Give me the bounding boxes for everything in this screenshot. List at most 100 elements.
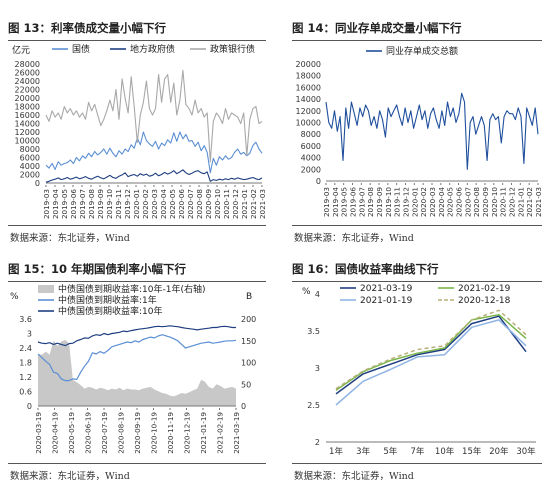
x-tick-label: 2021-03-19 xyxy=(232,412,241,454)
y-tick-label: 2 xyxy=(315,438,320,447)
x-tick-label: 5年 xyxy=(383,446,397,457)
x-tick-label: 2019-09 xyxy=(375,187,384,217)
series-line-2021-03-19 xyxy=(335,315,527,395)
x-tick-label: 2019-11 xyxy=(393,187,402,217)
y-tick-label: 2000 xyxy=(20,171,40,180)
x-tick-label: 2019-09 xyxy=(96,189,105,219)
x-tick-label: 2021-02 xyxy=(525,187,534,217)
y-tick-label: 10000 xyxy=(15,137,40,146)
x-tick-label: 2020-11-19 xyxy=(166,412,175,454)
x-tick-label: 2019-07 xyxy=(78,189,87,219)
figure-title: 图 16：国债收益率曲线下行 xyxy=(292,262,439,276)
x-tick-label: 2019-03 xyxy=(322,187,331,217)
series-line-2020-12-18 xyxy=(335,309,527,390)
x-tick-label: 2019-06 xyxy=(349,187,358,217)
figure-title: 图 13：利率债成交量小幅下行 xyxy=(8,21,167,35)
legend-spread-swatch xyxy=(38,285,54,293)
x-tick-label: 20年 xyxy=(489,446,509,457)
y-tick-label: 12000 xyxy=(296,107,321,116)
title-rule xyxy=(8,281,266,282)
x-tick-label: 7年 xyxy=(410,446,424,457)
x-tick-label: 2020-11 xyxy=(222,189,231,219)
x-tick-label: 2020-06-19 xyxy=(84,412,93,454)
x-tick-label: 2020-06 xyxy=(455,187,464,217)
x-tick-label: 2019-04 xyxy=(331,187,340,217)
legend-zhengce-label: 政策银行债 xyxy=(210,43,255,55)
x-tick-label: 2019-10 xyxy=(384,187,393,217)
y-tick-label: 3 xyxy=(27,330,32,339)
x-tick-label: 2020-11 xyxy=(499,187,508,217)
source-rule xyxy=(8,225,266,226)
series-line-国债 xyxy=(45,131,263,174)
y-tick-label: 1.8 xyxy=(19,359,32,368)
legend-0119-label: 2021-01-19 xyxy=(360,296,413,306)
figure-title: 图 15：10 年期国债利率小幅下行 xyxy=(8,262,187,276)
x-tick-label: 2020-10-19 xyxy=(150,412,159,454)
series-line-2021-01-19 xyxy=(335,319,527,406)
y-unit-label: 亿元 xyxy=(12,44,30,56)
x-tick-label: 2019-06 xyxy=(69,189,78,219)
x-tick-label: 2020-09-19 xyxy=(133,412,142,454)
x-tick-label: 2020-08 xyxy=(195,189,204,219)
x-tick-label: 2021-01 xyxy=(240,189,249,219)
chart-ncd-volume: 0 2000 4000 6000 8000 10000 12000 14000 16000 180… xyxy=(296,45,543,217)
x-tick-label: 2019-04 xyxy=(51,189,60,219)
x-tick-label: 2020-02 xyxy=(419,187,428,217)
x-tick-label: 2021-02 xyxy=(249,189,258,219)
series-line-政策银行债 xyxy=(45,69,263,163)
y2-tick-label: 150 xyxy=(241,337,256,346)
y-tick-label: 8000 xyxy=(301,130,321,139)
x-tick-label: 2019-05 xyxy=(60,189,69,219)
y-unit-label: % xyxy=(10,292,19,302)
y2-tick-label: 200 xyxy=(241,315,256,324)
x-tick-label: 2021-03 xyxy=(534,187,543,217)
y-tick-label: 3.6 xyxy=(19,315,32,324)
y-tick-label: 1.2 xyxy=(19,373,32,382)
y-tick-label: 10000 xyxy=(296,119,321,128)
x-tick-label: 2020-07 xyxy=(186,189,195,219)
source-rule xyxy=(8,463,266,464)
x-tick-label: 2019-07 xyxy=(357,187,366,217)
y-tick-label: 0.6 xyxy=(19,388,32,397)
x-tick-label: 2020-04 xyxy=(159,189,168,219)
y-tick-label: 0 xyxy=(27,402,32,411)
x-tick-label: 2020-12-19 xyxy=(183,412,192,454)
x-tick-label: 15年 xyxy=(462,446,482,457)
x-tick-label: 2020-03 xyxy=(428,187,437,217)
x-tick-label: 2021-02-19 xyxy=(216,412,225,454)
x-tick-label: 2020-05 xyxy=(168,189,177,219)
x-tick-label: 2019-11 xyxy=(114,189,123,219)
x-tick-label: 2020-08 xyxy=(472,187,481,217)
x-tick-label: 2020-03 xyxy=(150,189,159,219)
legend-spread-label: 中债国债到期收益率:10年-1年(右轴) xyxy=(58,283,205,295)
legend-0319-label: 2021-03-19 xyxy=(360,284,413,294)
x-tick-label: 2020-01 xyxy=(132,189,141,219)
legend-guozhai-label: 国债 xyxy=(72,43,90,55)
chart-treasury-yield: % B 0 0.6 1.2 1.8 2.4 3 3.6 0 50 100 150 200 2020-03-1… xyxy=(10,283,256,454)
source-rule xyxy=(292,225,542,226)
legend-1218-label: 2020-12-18 xyxy=(458,296,511,306)
x-tick-label: 2020-05 xyxy=(446,187,455,217)
y-tick-label: 24000 xyxy=(15,77,40,86)
x-tick-label: 2019-08 xyxy=(87,189,96,219)
title-rule xyxy=(292,40,542,41)
y-tick-label: 0 xyxy=(316,177,321,186)
source-note: 数据来源：东北证券，Wind xyxy=(10,471,130,482)
x-tick-label: 2021-03 xyxy=(258,189,267,219)
y-tick-label: 6000 xyxy=(301,142,321,151)
x-tick-label: 2020-06 xyxy=(177,189,186,219)
chart-bond-volume: 亿元 02000400060008000100001200014000160001… xyxy=(12,43,267,219)
chart-yield-curve: % 2 2.5 3 3.5 4 1年 3年 5年 7年 10年 15年 20年 30年 2021-03-19… xyxy=(302,284,536,457)
y-tick-label: 2.4 xyxy=(19,344,32,353)
x-tick-label: 1年 xyxy=(329,446,343,457)
x-tick-label: 2020-02 xyxy=(141,189,150,219)
y-tick-label: 20000 xyxy=(296,60,321,69)
y-unit-label: % xyxy=(302,287,311,297)
y-tick-label: 2000 xyxy=(301,165,321,174)
y-tick-label: 16000 xyxy=(15,111,40,120)
y-tick-label: 26000 xyxy=(15,69,40,78)
title-rule xyxy=(8,40,266,41)
x-tick-label: 2019-12 xyxy=(123,189,132,219)
x-tick-label: 30年 xyxy=(516,446,536,457)
y-tick-label: 4000 xyxy=(20,162,40,171)
